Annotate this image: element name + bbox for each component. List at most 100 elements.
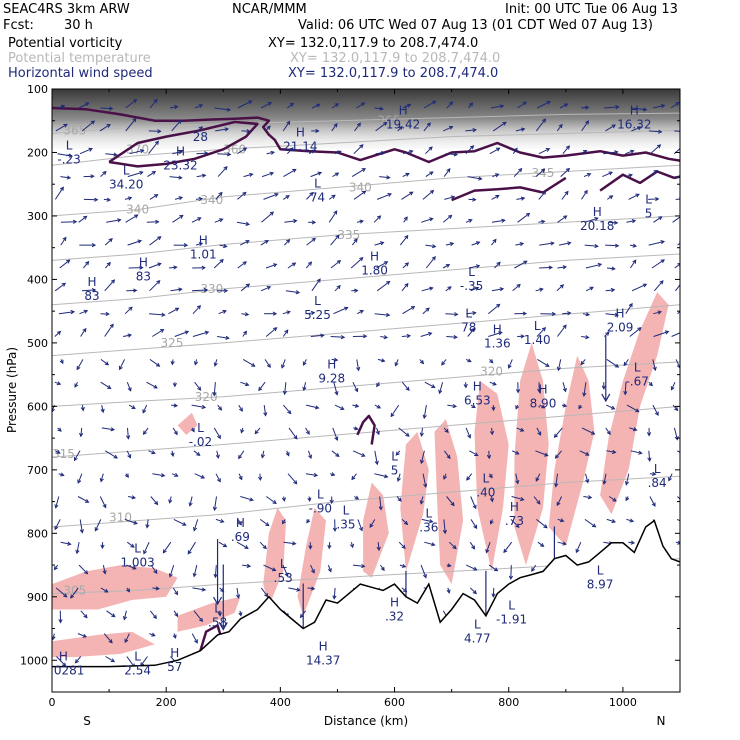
wind-head xyxy=(330,472,336,477)
wind-shaft xyxy=(652,104,665,109)
wind-arrow xyxy=(515,473,520,485)
wind-arrow xyxy=(331,357,339,362)
wind-head xyxy=(546,100,551,105)
wind-arrow xyxy=(264,359,271,369)
wind-head xyxy=(580,361,585,366)
wind-head xyxy=(381,150,386,156)
wind-arrow xyxy=(286,147,294,155)
wind-arrow xyxy=(421,217,434,223)
wind-head xyxy=(359,526,363,532)
wind-arrow xyxy=(142,427,149,436)
wind-arrow xyxy=(260,286,272,292)
wind-arrow xyxy=(162,541,172,554)
extremum-value: 34.20 xyxy=(109,178,143,192)
wind-shaft xyxy=(106,219,121,223)
wind-shaft xyxy=(213,259,224,269)
wind-shaft xyxy=(191,633,198,644)
wind-head xyxy=(488,474,493,479)
wind-head xyxy=(251,362,256,367)
wind-head xyxy=(442,529,447,535)
wind-head xyxy=(642,283,648,288)
wind-head xyxy=(127,196,133,201)
wind-head xyxy=(52,408,55,413)
wind-head xyxy=(327,568,332,573)
wind-shaft xyxy=(124,633,130,643)
theta-label: 330 xyxy=(200,282,223,296)
wind-head xyxy=(273,263,278,268)
wind-head xyxy=(431,384,436,388)
wind-arrow xyxy=(557,265,568,270)
wind-shaft xyxy=(149,236,161,246)
wind-head xyxy=(286,120,291,126)
wind-head xyxy=(335,453,340,458)
theta-label: 305 xyxy=(63,583,86,597)
wind-shaft xyxy=(101,404,104,413)
wind-head xyxy=(151,450,156,455)
wind-head xyxy=(515,523,520,528)
terrain-fill xyxy=(52,520,680,692)
wind-shaft xyxy=(648,241,665,246)
wind-arrow xyxy=(126,587,130,593)
wind-head xyxy=(102,570,107,575)
wind-head xyxy=(160,473,166,478)
wind-arrow xyxy=(485,542,491,554)
wind-shaft xyxy=(390,404,400,417)
wind-head xyxy=(376,382,381,388)
wind-shaft xyxy=(83,261,89,269)
wind-arrow xyxy=(310,333,325,338)
wind-shaft xyxy=(584,518,596,528)
wind-arrow xyxy=(79,242,97,248)
wind-arrow xyxy=(124,306,133,315)
wind-arrow xyxy=(536,327,547,337)
wind-head xyxy=(281,497,287,502)
wind-shaft xyxy=(603,473,607,485)
wind-shaft xyxy=(143,427,149,435)
wind-head xyxy=(585,478,590,484)
wind-head xyxy=(492,381,497,386)
wind-arrow xyxy=(192,564,198,578)
wind-head xyxy=(108,237,113,243)
extremum-marker: H xyxy=(538,383,547,397)
wind-shaft xyxy=(215,192,223,200)
wind-shaft xyxy=(535,450,548,457)
wind-head xyxy=(558,123,563,129)
wind-arrow xyxy=(402,306,416,315)
wind-arrow xyxy=(420,332,433,337)
wind-arrow xyxy=(575,542,582,554)
wind-shaft xyxy=(653,331,669,337)
wind-head xyxy=(567,241,572,246)
wind-arrow xyxy=(192,265,206,270)
wind-shaft xyxy=(533,496,541,505)
wind-arrow xyxy=(217,404,223,411)
wind-shaft xyxy=(286,102,294,109)
wind-head xyxy=(153,98,158,103)
wind-head xyxy=(638,450,643,455)
extremum-value: 1.0281 xyxy=(42,663,84,677)
wind-arrow xyxy=(212,496,218,512)
wind-shaft xyxy=(172,587,178,595)
wind-arrow xyxy=(503,541,513,554)
theta-label: 340 xyxy=(126,203,149,217)
wind-head xyxy=(466,476,471,481)
wind-head xyxy=(410,306,416,310)
wind-shaft xyxy=(425,244,436,248)
wind-arrow xyxy=(585,262,603,269)
wind-arrow xyxy=(606,449,617,455)
wind-arrow xyxy=(281,496,287,502)
wind-shaft xyxy=(604,106,619,109)
wind-head xyxy=(222,309,227,314)
wind-arrow xyxy=(261,211,274,223)
wind-head xyxy=(91,242,97,248)
wind-head xyxy=(344,306,349,311)
wind-arrow xyxy=(197,126,204,132)
wind-head xyxy=(633,427,638,432)
wind-head xyxy=(431,244,437,249)
wind-arrow xyxy=(376,280,391,292)
wind-arrow xyxy=(491,587,496,598)
wind-head xyxy=(332,595,337,600)
wind-arrow xyxy=(423,122,431,132)
wind-arrow xyxy=(328,194,336,200)
wind-arrow xyxy=(604,331,610,337)
wind-arrow xyxy=(172,382,177,388)
theta-label: 320 xyxy=(480,364,503,378)
